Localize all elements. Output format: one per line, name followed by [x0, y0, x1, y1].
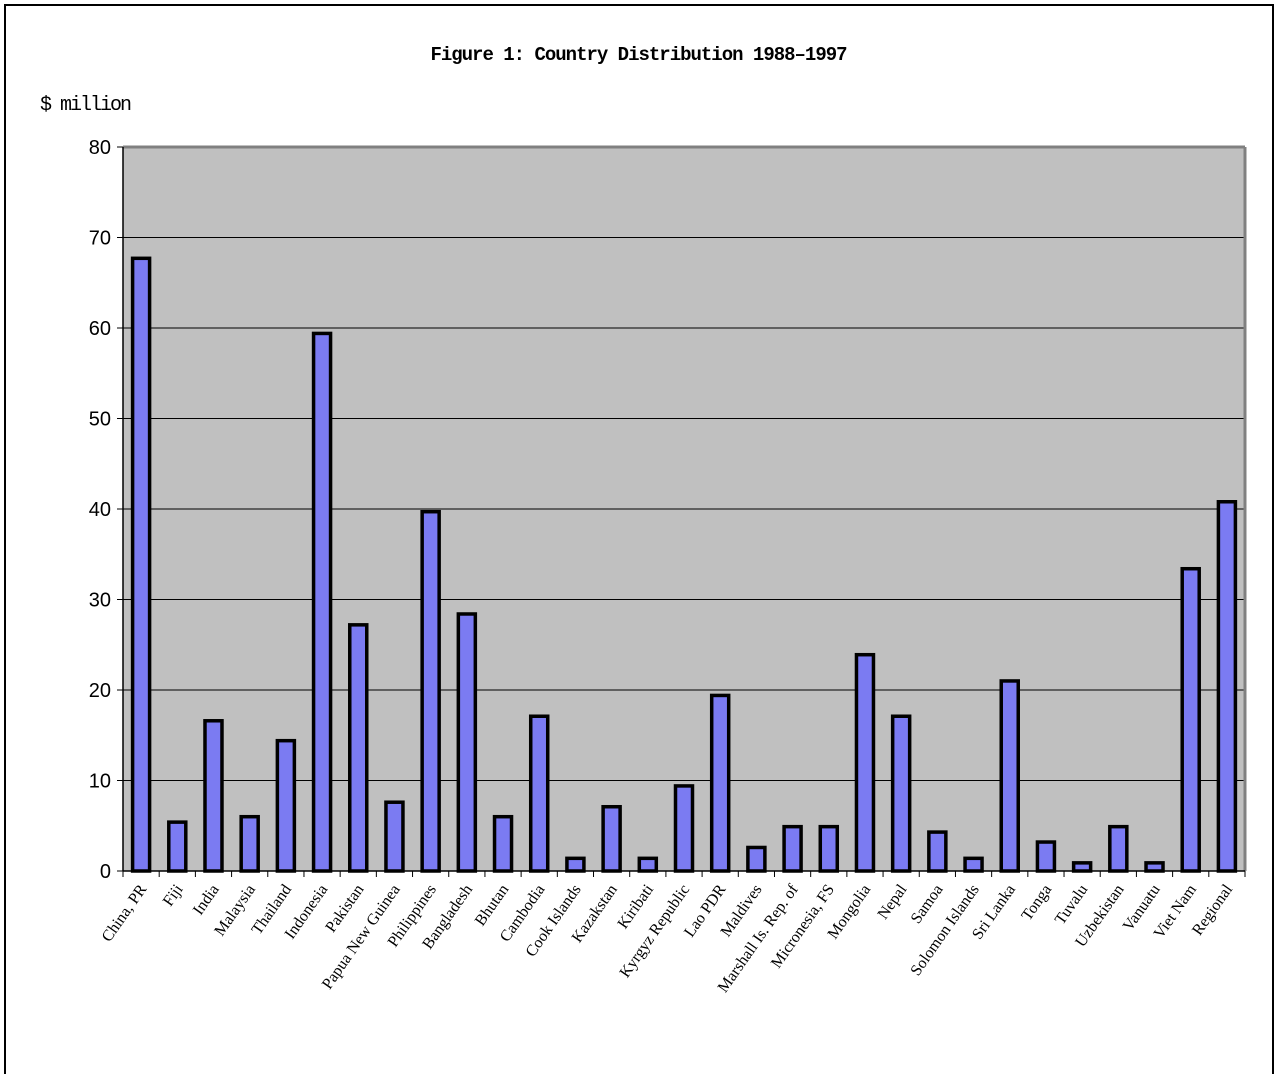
y-tick-label: 0 [100, 861, 111, 883]
bar [1071, 861, 1093, 873]
bar [963, 856, 984, 873]
y-tick-label: 80 [89, 137, 111, 159]
bar [746, 845, 767, 873]
bar [1144, 861, 1165, 873]
bar [384, 800, 405, 873]
y-tick-label: 60 [89, 318, 111, 340]
bar [275, 738, 297, 873]
bar [709, 693, 731, 873]
bar [456, 612, 478, 873]
bar [203, 719, 224, 873]
bar [1108, 824, 1129, 873]
bar [492, 814, 514, 873]
bar [673, 784, 695, 873]
y-tick-label: 30 [89, 590, 111, 612]
y-axis-unit-label: $ million [40, 94, 132, 117]
bar [528, 714, 550, 873]
y-tick-label: 50 [89, 409, 111, 431]
chart-title: Figure 1: Country Distribution 1988–1997 [430, 44, 847, 66]
bar [782, 824, 803, 873]
figure-frame [4, 4, 1274, 1074]
bars [130, 256, 1238, 873]
bar [565, 856, 586, 873]
x-tick-label: Nepal [875, 881, 911, 922]
bar [601, 804, 622, 873]
bar [1035, 840, 1057, 873]
bar [311, 331, 333, 873]
bar [167, 820, 188, 873]
y-tick-labels: 0 10 20 30 40 50 60 70 80 [89, 137, 111, 883]
x-tick-label: Fiji [160, 881, 187, 909]
x-tick-labels: China, PR Fiji IndiaMalaysiaThailandIndone… [99, 881, 1237, 996]
bar [420, 509, 441, 873]
bar [818, 824, 840, 873]
bar [348, 623, 369, 873]
bar [239, 814, 260, 873]
bar [130, 256, 152, 873]
x-tick-label: India [190, 882, 223, 919]
gridlines [123, 146, 1245, 781]
bar [637, 856, 659, 873]
bar [1180, 566, 1201, 873]
y-tick-label: 10 [89, 771, 111, 793]
axes [117, 145, 1247, 877]
y-tick-label: 40 [89, 499, 111, 521]
bar [999, 679, 1020, 873]
bar [854, 652, 876, 873]
x-tick-label: Tonga [1018, 882, 1055, 924]
bar [890, 714, 912, 873]
x-tick-label: China, PR [99, 881, 151, 945]
y-tick-label: 20 [89, 680, 111, 702]
y-tick-label: 70 [89, 228, 111, 250]
bar [927, 830, 948, 873]
bar [1216, 500, 1238, 873]
